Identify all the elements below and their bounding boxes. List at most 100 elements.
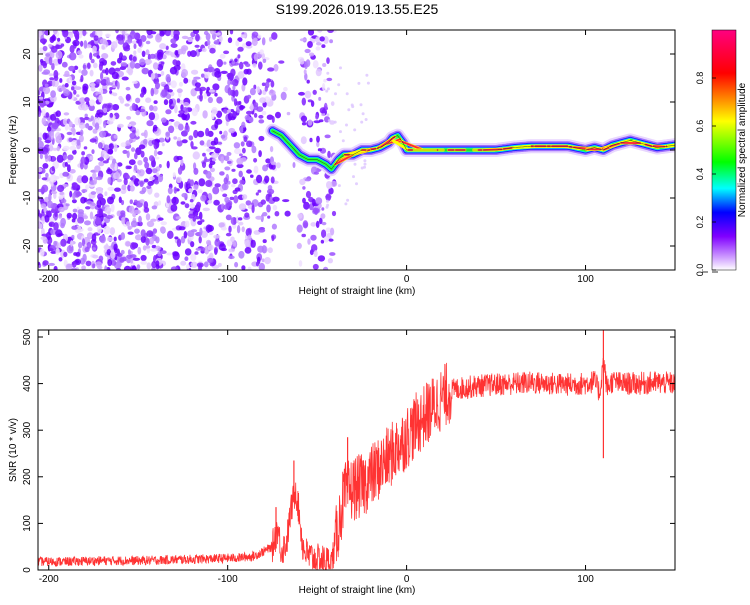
spectrogram-noise-blob	[136, 129, 140, 137]
spectrogram-noise-blob	[48, 44, 52, 47]
spectrogram-noise-blob	[242, 148, 246, 154]
spectrogram-noise-blob	[72, 193, 75, 201]
spectrogram-noise-blob	[232, 85, 235, 90]
spectrogram-noise-blob	[202, 161, 206, 168]
spectrogram-noise-blob	[303, 220, 309, 228]
spectrogram-noise-blob	[310, 235, 316, 241]
spectrogram-noise-blob	[63, 146, 70, 151]
spectrogram-noise-blob	[246, 69, 251, 75]
spectrogram-noise-blob	[76, 192, 82, 197]
spectrogram-noise-blob	[168, 187, 173, 194]
spectrogram-noise-blob	[40, 248, 45, 256]
spectrogram-noise-blob	[237, 225, 240, 233]
snr-y-label: SNR (10 * v/v)	[8, 418, 19, 482]
spectrogram-noise-blob	[262, 83, 266, 87]
spectrogram-noise-blob	[326, 200, 329, 203]
spectrogram-noise-blob	[105, 68, 109, 75]
spectrogram-noise-blob	[61, 199, 67, 203]
spectrogram-noise-blob	[48, 155, 51, 162]
spectrogram-noise-blob	[129, 206, 135, 214]
spectrogram-noise-blob	[360, 121, 363, 124]
spectrogram-noise-blob	[234, 262, 238, 268]
spectrogram-noise-blob	[198, 178, 205, 186]
spectrogram-noise-blob	[40, 99, 45, 107]
spectrogram-noise-blob	[67, 160, 71, 163]
spectrogram-noise-blob	[144, 201, 149, 209]
spectrogram-noise-blob	[196, 202, 201, 209]
spectrogram-noise-blob	[84, 97, 89, 102]
spectrogram-noise-blob	[121, 184, 126, 190]
spectrogram-noise-blob	[206, 33, 211, 41]
spectrogram-noise-blob	[128, 249, 131, 255]
spectrogram-noise-blob	[147, 181, 153, 186]
spectrogram-noise-blob	[55, 248, 59, 255]
spectrogram-noise-blob	[186, 264, 190, 269]
spectrogram-noise-blob	[254, 54, 258, 62]
spectrogram-noise-blob	[207, 40, 210, 46]
spectrogram-noise-blob	[101, 44, 107, 50]
spectrogram-noise-blob	[228, 37, 232, 43]
spectrogram-noise-blob	[63, 252, 67, 257]
spectrogram-noise-blob	[252, 205, 255, 213]
spectrogram-noise-blob	[239, 105, 244, 111]
spectrogram-noise-blob	[62, 62, 68, 68]
spectrogram-noise-blob	[257, 86, 261, 93]
spectrogram-noise-blob	[155, 82, 160, 89]
spectrogram-noise-blob	[353, 128, 356, 131]
spectrogram-noise-blob	[258, 62, 263, 70]
spectrogram-noise-blob	[239, 171, 243, 178]
spectrogram-noise-blob	[95, 122, 99, 130]
spectrogram-noise-blob	[65, 162, 68, 167]
spectrogram-noise-blob	[103, 108, 107, 113]
spectrogram-noise-blob	[258, 115, 263, 119]
figure-title: S199.2026.019.13.55.E25	[276, 1, 439, 17]
spectrogram-noise-blob	[211, 153, 218, 159]
spectrogram-noise-blob	[37, 137, 42, 142]
spectrogram-noise-blob	[249, 117, 254, 123]
spectrogram-noise-blob	[91, 40, 95, 45]
spectrogram-noise-blob	[166, 74, 171, 82]
spectrogram-noise-blob	[316, 69, 322, 77]
spectrogram-noise-blob	[227, 161, 232, 164]
spectrogram-noise-blob	[215, 119, 222, 125]
spectrogram-noise-blob	[117, 58, 122, 64]
spectrogram-noise-blob	[165, 132, 170, 137]
spectrogram-noise-blob	[232, 241, 236, 247]
spectrogram-noise-blob	[167, 195, 171, 203]
spectrogram-noise-blob	[267, 67, 274, 71]
spectrogram-noise-blob	[80, 75, 83, 82]
spectrogram-noise-blob	[300, 38, 306, 41]
colorbar: 0.00.20.40.60.8 Normalized spectral ampl…	[695, 30, 748, 276]
spectrogram-noise-blob	[131, 220, 137, 227]
spectrogram-noise-blob	[149, 112, 155, 120]
spectrogram-noise-blob	[301, 234, 306, 237]
spectrogram-noise-blob	[363, 159, 366, 162]
spectrogram-noise-blob	[177, 238, 181, 247]
spectrogram-noise-blob	[57, 146, 60, 151]
spectrogram-noise-blob	[134, 44, 137, 49]
spectrogram-noise-blob	[212, 186, 219, 194]
spectrogram-noise-blob	[200, 195, 206, 202]
spectrogram-noise-blob	[117, 81, 120, 89]
spectrogram-noise-blob	[230, 81, 234, 85]
spectrogram-noise-blob	[100, 72, 103, 80]
spectrogram-noise-blob	[238, 71, 245, 79]
spectrogram-noise-blob	[95, 217, 100, 225]
spectrogram-noise-blob	[122, 55, 126, 59]
spectrogram-noise-blob	[110, 227, 115, 235]
spectrogram-noise-blob	[180, 261, 186, 266]
spectrogram-noise-blob	[233, 132, 237, 136]
spectrogram-noise-blob	[323, 267, 328, 272]
spectrogram-noise-blob	[177, 98, 180, 103]
spectrogram-noise-blob	[282, 199, 289, 202]
spectrogram-noise-blob	[109, 90, 112, 94]
spectrogram-noise-blob	[238, 217, 242, 220]
spectrogram-noise-blob	[314, 172, 319, 175]
spectrogram-noise-blob	[141, 255, 147, 261]
spectrogram-noise-blob	[177, 137, 181, 141]
spectrogram-noise-blob	[213, 200, 220, 206]
spectrogram-noise-blob	[96, 55, 100, 58]
colorbar-tick-label: 0.6	[695, 120, 705, 133]
spectrogram-noise-blob	[161, 71, 165, 76]
